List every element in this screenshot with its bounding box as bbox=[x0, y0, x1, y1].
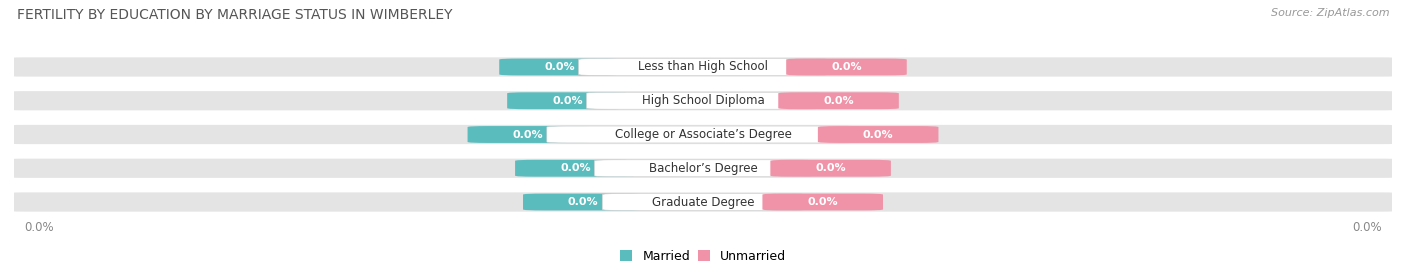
FancyBboxPatch shape bbox=[7, 159, 1399, 178]
Text: 0.0%: 0.0% bbox=[815, 163, 846, 173]
FancyBboxPatch shape bbox=[499, 59, 620, 75]
FancyBboxPatch shape bbox=[578, 59, 828, 75]
FancyBboxPatch shape bbox=[468, 126, 588, 143]
Text: 0.0%: 0.0% bbox=[863, 129, 893, 140]
Text: 0.0%: 0.0% bbox=[831, 62, 862, 72]
Text: 0.0%: 0.0% bbox=[24, 221, 53, 233]
FancyBboxPatch shape bbox=[547, 126, 859, 143]
Text: High School Diploma: High School Diploma bbox=[641, 94, 765, 107]
Legend: Married, Unmarried: Married, Unmarried bbox=[620, 250, 786, 263]
Text: College or Associate’s Degree: College or Associate’s Degree bbox=[614, 128, 792, 141]
Text: Graduate Degree: Graduate Degree bbox=[652, 196, 754, 208]
Text: 0.0%: 0.0% bbox=[568, 197, 599, 207]
FancyBboxPatch shape bbox=[7, 192, 1399, 212]
FancyBboxPatch shape bbox=[508, 92, 627, 109]
FancyBboxPatch shape bbox=[786, 59, 907, 75]
Text: 0.0%: 0.0% bbox=[1353, 221, 1382, 233]
Text: 0.0%: 0.0% bbox=[544, 62, 575, 72]
FancyBboxPatch shape bbox=[595, 160, 811, 177]
Text: 0.0%: 0.0% bbox=[553, 96, 582, 106]
Text: 0.0%: 0.0% bbox=[807, 197, 838, 207]
FancyBboxPatch shape bbox=[779, 92, 898, 109]
FancyBboxPatch shape bbox=[818, 126, 938, 143]
FancyBboxPatch shape bbox=[602, 194, 804, 210]
FancyBboxPatch shape bbox=[7, 91, 1399, 110]
FancyBboxPatch shape bbox=[7, 57, 1399, 77]
Text: Less than High School: Less than High School bbox=[638, 61, 768, 73]
Text: 0.0%: 0.0% bbox=[513, 129, 543, 140]
FancyBboxPatch shape bbox=[762, 194, 883, 210]
Text: 0.0%: 0.0% bbox=[560, 163, 591, 173]
Text: 0.0%: 0.0% bbox=[824, 96, 853, 106]
FancyBboxPatch shape bbox=[523, 194, 644, 210]
Text: FERTILITY BY EDUCATION BY MARRIAGE STATUS IN WIMBERLEY: FERTILITY BY EDUCATION BY MARRIAGE STATU… bbox=[17, 8, 453, 22]
Text: Source: ZipAtlas.com: Source: ZipAtlas.com bbox=[1271, 8, 1389, 18]
Text: Bachelor’s Degree: Bachelor’s Degree bbox=[648, 162, 758, 175]
FancyBboxPatch shape bbox=[770, 160, 891, 177]
FancyBboxPatch shape bbox=[7, 125, 1399, 144]
FancyBboxPatch shape bbox=[586, 92, 820, 109]
FancyBboxPatch shape bbox=[515, 160, 636, 177]
